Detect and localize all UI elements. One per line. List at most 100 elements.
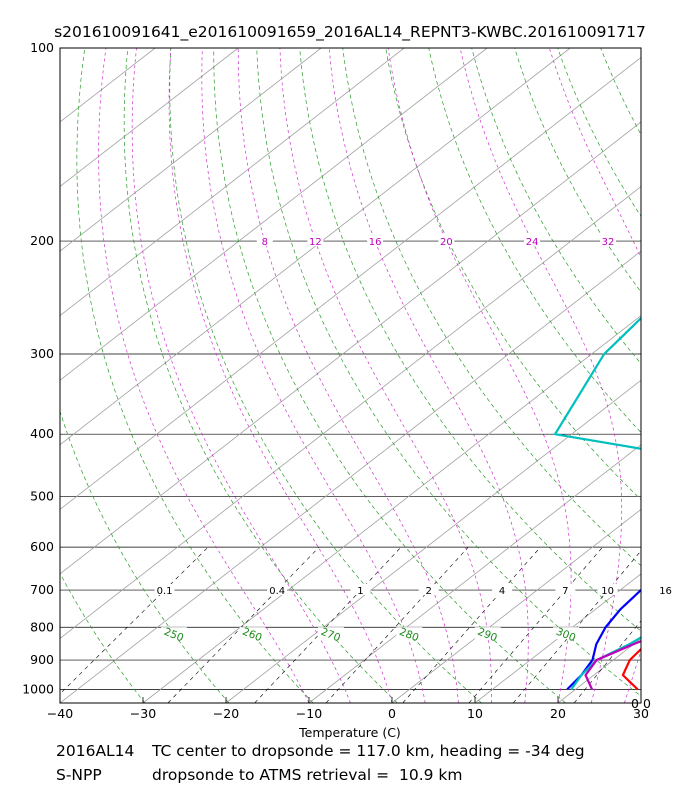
dry-label-bg-270 bbox=[317, 627, 344, 640]
caption-line-2: S-NPP dropsonde to ATMS retrieval = 10.9 … bbox=[56, 766, 463, 784]
x-tick-label--10: −10 bbox=[296, 706, 322, 721]
dry-adiabat-320 bbox=[342, 48, 641, 567]
mixing-ratio-10 bbox=[513, 550, 641, 703]
dry-adiabat-270 bbox=[123, 48, 398, 703]
caption-storm-id: 2016AL14 bbox=[56, 742, 135, 760]
isotherm--40 bbox=[60, 250, 641, 703]
pressure-tick-label-200: 200 bbox=[30, 233, 54, 248]
mixing-label-bg-1 bbox=[350, 584, 371, 596]
pressure-tick-label-400: 400 bbox=[30, 426, 54, 441]
dry-adiabat-300 bbox=[256, 48, 641, 697]
dry-adiabat-250 bbox=[60, 410, 230, 703]
dry-label-bg-290 bbox=[474, 627, 501, 640]
mixing-ratio-7 bbox=[468, 546, 603, 703]
moist-label-bg-12 bbox=[307, 235, 324, 247]
dry-label-bg-250 bbox=[161, 627, 188, 640]
mixing-label-bg-10 bbox=[597, 584, 618, 596]
mixing-ratio-16 bbox=[573, 620, 641, 703]
moist-label-bg-24 bbox=[524, 235, 541, 247]
mixing-ratio-label-7: 7 bbox=[562, 586, 568, 597]
pressure-tick-label-600: 600 bbox=[30, 539, 54, 554]
mixing-label-bg-7 bbox=[555, 584, 576, 596]
mixing-ratio-label-1: 1 bbox=[357, 586, 363, 597]
dry-adiabat-290 bbox=[213, 48, 566, 703]
moist-adiabat-label-32: 32 bbox=[602, 237, 615, 248]
isotherm-0 bbox=[391, 508, 641, 703]
mixing-ratio-0.1 bbox=[60, 546, 209, 695]
isotherm--70 bbox=[60, 56, 641, 510]
mixing-ratio-label-4: 4 bbox=[499, 586, 505, 597]
pressure-tick-label-1000: 1000 bbox=[22, 681, 54, 696]
x-tick-label-0: 0 bbox=[388, 706, 396, 721]
pressure-tick-label-500: 500 bbox=[30, 488, 54, 503]
moist-label-bg-16 bbox=[367, 235, 384, 247]
caption-line-1: 2016AL14 TC center to dropsonde = 117.0 k… bbox=[56, 742, 585, 760]
moist-adiabat-label-16: 16 bbox=[369, 237, 382, 248]
x-axis-label: Temperature (C) bbox=[298, 725, 401, 740]
mixing-ratio-2 bbox=[325, 546, 469, 703]
moist-label-bg-8 bbox=[256, 235, 273, 247]
moist-label-bg-32 bbox=[600, 235, 616, 247]
pressure-tick-label-800: 800 bbox=[30, 619, 54, 634]
isotherm--120 bbox=[60, 48, 239, 188]
moist-adiabat-24 bbox=[459, 48, 623, 703]
caption-satellite: S-NPP bbox=[56, 766, 102, 784]
moist-label-bg-20 bbox=[438, 235, 455, 247]
moist-adiabat--5 bbox=[131, 48, 351, 703]
moist-adiabat-label-20: 20 bbox=[440, 237, 453, 248]
x-tick-label--30: −30 bbox=[130, 706, 156, 721]
mixing-label-bg-0.4 bbox=[267, 584, 288, 596]
mixing-ratio-label-16: 16 bbox=[659, 586, 672, 597]
mixing-label-bg-16 bbox=[655, 584, 676, 596]
moist-adiabat-20 bbox=[387, 48, 572, 703]
mixing-ratio-label-2: 2 bbox=[426, 586, 432, 597]
isotherm--80 bbox=[60, 48, 571, 446]
dry-label-bg-260 bbox=[239, 627, 266, 640]
moist-adiabat-4 bbox=[201, 48, 426, 703]
moist-adiabat-label-12: 12 bbox=[309, 237, 322, 248]
mixing-label-bg-4 bbox=[492, 584, 513, 596]
x-tick-label--20: −20 bbox=[213, 706, 239, 721]
pressure-tick-label-100: 100 bbox=[30, 40, 54, 55]
dry-adiabat-340 bbox=[428, 48, 641, 433]
x-tick-label-30: 30 bbox=[633, 706, 649, 721]
mixing-ratio-label-0.4: 0.4 bbox=[269, 586, 285, 597]
isotherm--100 bbox=[60, 48, 405, 317]
pressure-tick-label-900: 900 bbox=[30, 652, 54, 667]
caption-retrieval-distance: dropsonde to ATMS retrieval = 10.9 km bbox=[152, 766, 463, 784]
moist-adiabat-16 bbox=[328, 48, 529, 703]
isotherm--10 bbox=[308, 444, 641, 703]
isotherm--50 bbox=[60, 186, 641, 639]
dry-adiabat-280 bbox=[169, 48, 482, 703]
mixing-ratio-label-10: 10 bbox=[601, 586, 614, 597]
caption-distance-heading: TC center to dropsonde = 117.0 km, headi… bbox=[152, 742, 585, 760]
moist-adiabat-8 bbox=[237, 48, 459, 703]
dry-adiabat-310 bbox=[299, 48, 641, 632]
pressure-tick-label-300: 300 bbox=[30, 346, 54, 361]
x-tick-label-10: 10 bbox=[467, 706, 483, 721]
x-tick-label--40: −40 bbox=[47, 706, 73, 721]
dry-adiabat-360 bbox=[514, 48, 641, 293]
pressure-tick-label-700: 700 bbox=[30, 582, 54, 597]
isotherm--60 bbox=[60, 121, 641, 575]
dry-adiabat-370 bbox=[557, 48, 641, 217]
moist-adiabat-label-8: 8 bbox=[262, 237, 268, 248]
mixing-label-bg-2 bbox=[418, 584, 439, 596]
x-tick-label-20: 20 bbox=[550, 706, 566, 721]
moist-adiabat-label-24: 24 bbox=[526, 237, 539, 248]
mixing-ratio-1 bbox=[254, 546, 402, 703]
dry-label-bg-280 bbox=[396, 627, 423, 640]
background-lines bbox=[60, 48, 641, 703]
moist-adiabat-0 bbox=[168, 48, 393, 703]
mixing-label-bg-0.1 bbox=[154, 584, 175, 596]
dry-adiabat-330 bbox=[385, 48, 641, 501]
dry-adiabat-260 bbox=[76, 48, 314, 703]
plot-frame bbox=[59, 47, 642, 704]
isotherm--110 bbox=[60, 48, 322, 252]
mixing-ratio-4 bbox=[402, 546, 541, 703]
isotherm--90 bbox=[60, 48, 488, 381]
chart-title: s201610091641_e201610091659_2016AL14_REP… bbox=[54, 23, 646, 42]
profile-line-2 bbox=[566, 588, 641, 691]
mixing-ratio-label-0.1: 0.1 bbox=[157, 586, 173, 597]
